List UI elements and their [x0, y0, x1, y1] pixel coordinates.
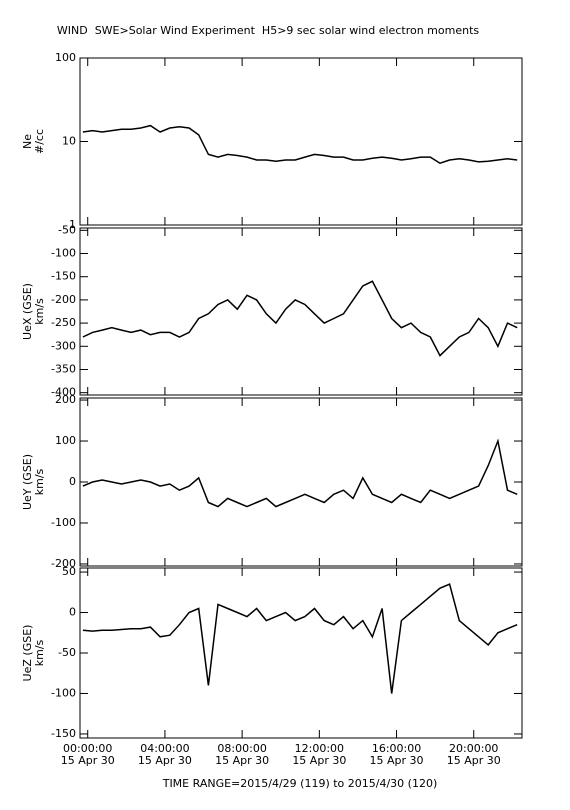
- x-tick-date: 15 Apr 30: [447, 754, 501, 767]
- panel-frame: [79, 227, 523, 396]
- y-tick-label: -300: [51, 339, 76, 352]
- x-tick-date: 15 Apr 30: [61, 754, 115, 767]
- x-tick-date: 15 Apr 30: [215, 754, 269, 767]
- y-tick-label: -100: [51, 247, 76, 260]
- time-range: TIME RANGE=2015/4/29 (119) to 2015/4/30 …: [162, 777, 438, 790]
- x-tick-label: 16:00:00: [372, 742, 421, 755]
- data-line: [82, 280, 518, 357]
- y-tick-label: -150: [51, 727, 76, 740]
- y-axis-unit: km/s: [33, 468, 46, 495]
- x-tick-label: 08:00:00: [217, 742, 266, 755]
- y-tick-label: -250: [51, 316, 76, 329]
- y-tick-label: -200: [51, 557, 76, 570]
- x-tick-date: 15 Apr 30: [292, 754, 346, 767]
- y-axis-label: UeY (GSE): [21, 454, 34, 510]
- y-tick-label: -100: [51, 516, 76, 529]
- chart-title: WIND SWE>Solar Wind Experiment H5>9 sec …: [57, 24, 480, 37]
- y-axis-unit: km/s: [33, 298, 46, 325]
- y-tick-label: -150: [51, 270, 76, 283]
- y-tick-label: 100: [55, 51, 76, 64]
- y-tick-label: 0: [69, 475, 76, 488]
- y-tick-label: -100: [51, 686, 76, 699]
- y-tick-label: 100: [55, 434, 76, 447]
- x-tick-date: 15 Apr 30: [370, 754, 424, 767]
- x-tick-label: 00:00:00: [63, 742, 112, 755]
- y-tick-label: -50: [58, 223, 76, 236]
- x-tick-label: 04:00:00: [140, 742, 189, 755]
- y-axis-unit: km/s: [33, 639, 46, 666]
- y-tick-label: -400: [51, 386, 76, 399]
- data-line: [82, 124, 518, 165]
- data-line: [82, 438, 518, 508]
- y-tick-label: 10: [62, 135, 76, 148]
- x-tick-date: 15 Apr 30: [138, 754, 192, 767]
- y-tick-label: -50: [58, 646, 76, 659]
- y-axis-label: Ne: [21, 134, 34, 149]
- y-axis-label: UeX (GSE): [21, 283, 34, 340]
- data-line: [82, 583, 518, 694]
- y-axis-unit: #/cc: [33, 129, 46, 154]
- y-tick-label: 50: [62, 565, 76, 578]
- x-tick-label: 12:00:00: [295, 742, 344, 755]
- x-tick-label: 20:00:00: [449, 742, 498, 755]
- y-tick-label: -350: [51, 362, 76, 375]
- y-axis-label: UeZ (GSE): [21, 625, 34, 682]
- y-tick-label: -200: [51, 293, 76, 306]
- y-tick-label: 1: [69, 218, 76, 231]
- y-tick-label: 0: [69, 606, 76, 619]
- y-tick-label: 200: [55, 393, 76, 406]
